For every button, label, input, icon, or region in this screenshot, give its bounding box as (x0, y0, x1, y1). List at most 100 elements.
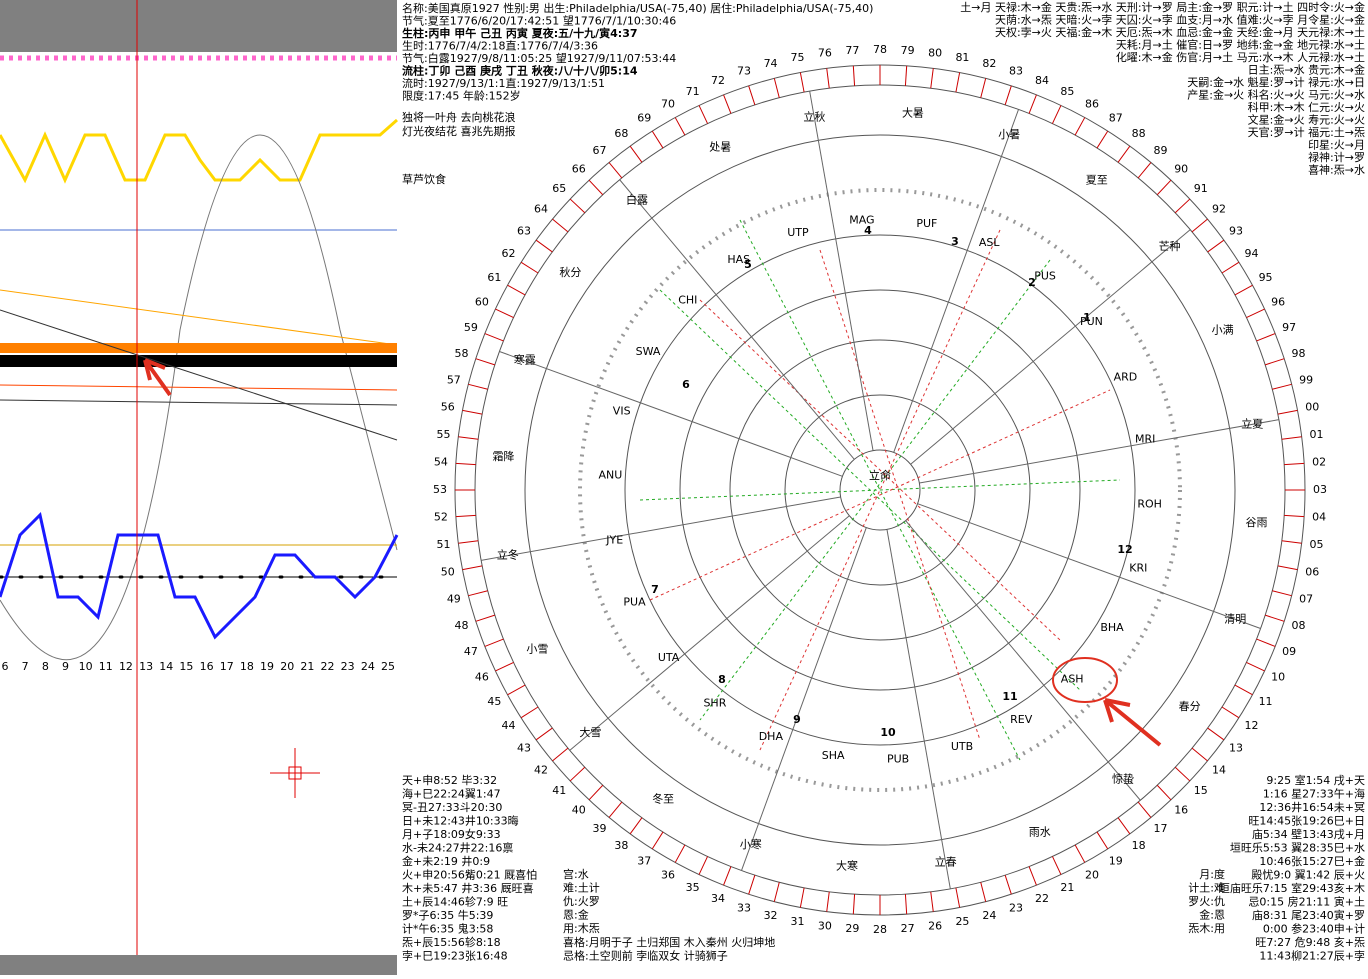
rim-label: 07 (1299, 592, 1313, 605)
rim-tick (535, 727, 553, 741)
header-line: 节气:夏至1776/6/20/17:42:51 望1776/7/1/10:30:… (402, 14, 676, 28)
house-number: 2 (1028, 276, 1036, 289)
right-planet-line: 垣庙旺乐7:15 室29:43亥+木 (1219, 881, 1365, 895)
rim-label: 55 (436, 428, 450, 441)
right-header-line: 化曜:木→金 伤官:月→土 马元:水→木 人元禄:水→土 (1116, 50, 1365, 64)
rim-label: 77 (845, 44, 859, 57)
rim-tick (569, 766, 586, 782)
rim-label: 11 (1259, 695, 1273, 708)
rim-label: 25 (955, 915, 969, 928)
solar-term: 夏至 (1086, 173, 1108, 186)
left-panel (0, 0, 399, 975)
nakshatra: CHI (678, 293, 697, 306)
rim-label: 81 (955, 51, 969, 64)
x-tick-label: 15 (179, 660, 193, 673)
rim-label: 80 (928, 46, 942, 59)
right-planet-line: 10:46张15:27巳+金 (1259, 854, 1365, 868)
rim-label: 19 (1109, 855, 1123, 868)
rim-label: 57 (447, 374, 461, 387)
rim-label: 09 (1282, 645, 1296, 658)
right-header-line: 文星:金→火 寿元:火→火 (1248, 113, 1365, 127)
rim-label: 73 (737, 65, 751, 78)
rim-label: 12 (1245, 719, 1259, 732)
rim-tick (475, 614, 495, 622)
palace-line: 恩:金 (563, 908, 589, 922)
rim-label: 15 (1194, 784, 1208, 797)
rim-tick (1156, 179, 1172, 196)
rim-label: 67 (593, 144, 607, 157)
house-number: 8 (718, 673, 726, 686)
panel-bg (0, 0, 397, 975)
rim-tick (1137, 162, 1152, 179)
x-tick-label: 13 (139, 660, 153, 673)
rim-label: 65 (552, 182, 566, 195)
ring (524, 134, 1236, 846)
house-number: 6 (682, 378, 690, 391)
rim-tick (1191, 218, 1208, 233)
ring (679, 289, 1081, 691)
nakshatra: VIS (613, 404, 631, 417)
planet-line: 日+未12:43井10:33晦 (402, 814, 519, 828)
rim-tick (1221, 261, 1240, 274)
rim-tick (520, 706, 539, 719)
rim-tick (1174, 766, 1191, 782)
rim-label: 41 (552, 784, 566, 797)
rim-label: 18 (1132, 839, 1146, 852)
rim-label: 24 (982, 909, 996, 922)
rim-label: 31 (791, 915, 805, 928)
house-number: 5 (744, 258, 752, 271)
rim-tick (1117, 817, 1131, 835)
rim-label: 05 (1310, 538, 1324, 551)
rim-tick (1051, 105, 1062, 124)
nakshatra: PUS (1034, 269, 1056, 282)
rim-label: 64 (534, 203, 548, 216)
rim-label: 95 (1259, 271, 1273, 284)
rim-tick (826, 68, 830, 89)
planet-line: 金+未2:19 井0:9 (402, 854, 490, 868)
rim-tick (629, 817, 643, 835)
black-band (0, 355, 397, 367)
rim-tick (748, 85, 756, 105)
spoke (905, 520, 1141, 801)
solar-term: 大雪 (579, 725, 601, 739)
rim-tick (980, 78, 987, 98)
rim-label: 63 (517, 224, 531, 237)
rim-label: 22 (1035, 892, 1049, 905)
header-line: 生时:1776/7/4/2:18直:1776/7/4/3:36 (402, 39, 598, 53)
nakshatra: ANU (598, 469, 622, 482)
rim-label: 92 (1212, 203, 1226, 216)
rim-tick (468, 383, 488, 390)
rim-label: 85 (1060, 85, 1074, 98)
rim-label: 99 (1299, 374, 1313, 387)
right-header-line: 科甲:木→木 仁元:火→火 (1248, 100, 1365, 114)
x-tick-label: 8 (42, 660, 49, 673)
rim-label: 38 (614, 839, 628, 852)
right-header-line: 土→月 天禄:木→金 天贵:炁→水 天刑:计→罗 局主:金→罗 职元:计→土 四… (960, 0, 1365, 14)
x-tick-label: 21 (300, 660, 314, 673)
nakshatra: ASH (1061, 673, 1084, 686)
header-line: 生柱:丙申 甲午 己丑 丙寅 夏夜:五/十九/寅4:37 (402, 26, 638, 40)
rim-tick (1051, 856, 1062, 875)
rim-tick (1246, 308, 1265, 319)
solar-term: 白露 (626, 192, 648, 206)
x-tick-label: 10 (79, 660, 93, 673)
header-line: 限度:17:45 年龄:152岁 (402, 89, 521, 103)
rim-tick (520, 261, 539, 274)
rim-tick (1234, 684, 1253, 696)
nakshatra: UTB (951, 740, 973, 753)
dark-line (0, 399, 398, 406)
house-number: 10 (880, 726, 896, 739)
rim-tick (1004, 875, 1012, 895)
rim-label: 43 (517, 742, 531, 755)
gray-curve (0, 134, 398, 660)
rim-label: 83 (1009, 65, 1023, 78)
nakshatra: UTP (787, 226, 809, 239)
rim-tick (1221, 706, 1240, 719)
rim-tick (507, 684, 526, 696)
rim-tick (468, 590, 488, 597)
solar-term: 立夏 (1241, 416, 1263, 430)
rim-label: 98 (1291, 347, 1305, 360)
rim-label: 56 (441, 401, 455, 414)
rim-tick (904, 894, 908, 915)
